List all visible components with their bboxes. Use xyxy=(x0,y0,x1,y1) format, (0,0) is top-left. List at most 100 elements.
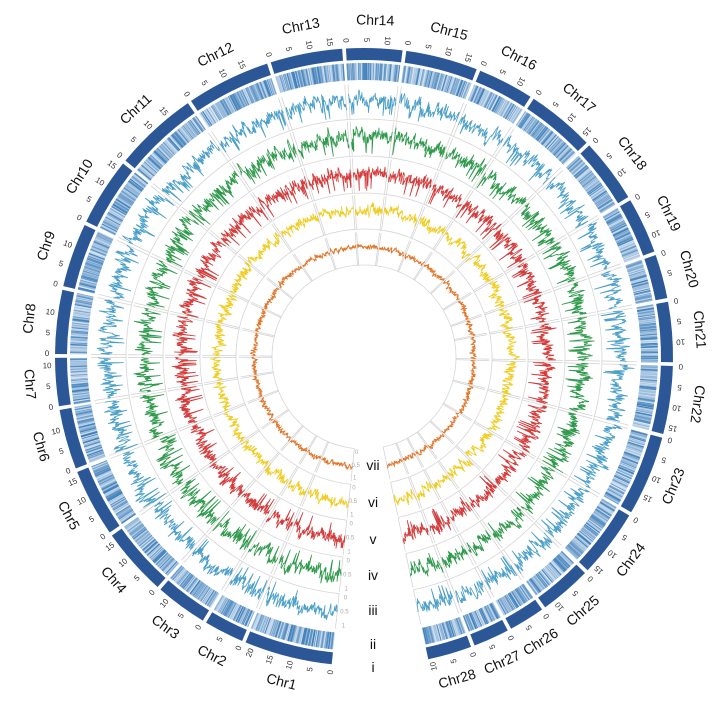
heatmap-band xyxy=(458,616,466,634)
heatmap-band xyxy=(611,480,628,490)
tick-label: 0 xyxy=(678,362,683,371)
heatmap-band xyxy=(544,566,557,580)
chromosome-label: Chr25 xyxy=(563,592,602,629)
chromosome-separator xyxy=(218,285,250,302)
heatmap-band xyxy=(116,506,132,517)
heatmap-band xyxy=(71,323,89,327)
heatmap-band xyxy=(619,244,636,252)
series-line-Chr15 xyxy=(388,168,432,197)
heatmap-band xyxy=(73,397,91,401)
heatmap-band xyxy=(547,137,561,151)
heatmap-band xyxy=(388,64,392,82)
heatmap-band xyxy=(223,98,232,114)
heatmap-band xyxy=(534,124,546,139)
series-line-Chr19 xyxy=(511,262,543,300)
heatmap-band xyxy=(573,164,588,178)
heatmap-band xyxy=(274,76,282,94)
series-line-Chr22 xyxy=(467,359,478,385)
chromosome-separator xyxy=(261,497,281,529)
heatmap-band xyxy=(118,509,134,520)
heatmap-band xyxy=(207,107,218,123)
ideogram-track xyxy=(55,48,673,665)
heatmap-band xyxy=(635,298,653,304)
heatmap-band xyxy=(600,204,616,214)
heatmap-band xyxy=(460,81,468,98)
heatmap-band xyxy=(143,539,157,552)
heatmap-band xyxy=(78,284,96,290)
heatmap-band xyxy=(75,408,93,413)
heatmap-band xyxy=(611,480,628,489)
heatmap-band xyxy=(582,526,597,538)
heatmap-band xyxy=(108,494,124,504)
heatmap-band xyxy=(77,417,95,423)
heatmap-band xyxy=(493,97,503,113)
tick-label: 5 xyxy=(305,666,315,672)
heatmap-band xyxy=(350,63,353,81)
heatmap-band xyxy=(184,576,196,591)
heatmap-band xyxy=(205,108,216,124)
heatmap-band xyxy=(70,333,88,337)
heatmap-band xyxy=(424,70,431,88)
heatmap-band xyxy=(553,557,567,572)
heatmap-band xyxy=(125,518,141,531)
heatmap-band xyxy=(195,115,206,131)
series-line-Chr24 xyxy=(464,431,494,457)
heatmap-band xyxy=(73,310,91,314)
heatmap-band xyxy=(158,555,172,569)
chromosome-separator xyxy=(169,470,199,492)
chromosome-separator xyxy=(131,391,167,398)
chromosome-separator xyxy=(430,270,455,294)
chromosome-separator xyxy=(484,301,517,314)
heatmap-band xyxy=(131,175,147,187)
heatmap-band xyxy=(128,523,144,535)
track-vi: 00.51 xyxy=(201,195,526,519)
series-line-Chr14 xyxy=(348,89,397,116)
heatmap-band xyxy=(550,139,564,154)
heatmap-band xyxy=(458,80,466,98)
heatmap-band xyxy=(578,531,593,543)
chromosome-separator xyxy=(443,293,472,311)
heatmap-band xyxy=(447,76,454,94)
heatmap-band xyxy=(190,118,202,134)
heatmap-band xyxy=(621,248,638,256)
heatmap-band xyxy=(147,157,161,170)
series-line-Chr22 xyxy=(501,360,517,395)
heatmap-band xyxy=(72,318,90,322)
heatmap-band xyxy=(633,290,651,296)
tick-label: 15 xyxy=(580,125,593,138)
heatmap-band xyxy=(640,335,658,339)
heatmap-band xyxy=(569,159,584,173)
heatmap-band xyxy=(591,189,607,200)
heatmap-band xyxy=(576,533,591,546)
heatmap-band xyxy=(638,392,656,397)
heatmap-band xyxy=(483,606,492,623)
heatmap-band xyxy=(590,187,605,198)
chromosome-separator xyxy=(350,448,355,482)
heatmap-band xyxy=(589,185,604,197)
heatmap-band xyxy=(340,63,344,81)
heatmap-band xyxy=(612,227,629,237)
heatmap-band xyxy=(102,483,119,494)
heatmap-band xyxy=(508,592,519,608)
heatmap-band xyxy=(593,192,609,203)
heatmap-band xyxy=(640,373,658,376)
chromosome-separator xyxy=(208,232,237,255)
heatmap-band xyxy=(622,453,640,462)
heatmap-track xyxy=(70,62,659,650)
heatmap-band xyxy=(74,306,92,311)
heatmap-band xyxy=(446,76,453,93)
heatmap-band xyxy=(630,430,648,436)
heatmap-band xyxy=(273,620,280,638)
heatmap-band xyxy=(583,525,598,537)
chromosome-separator xyxy=(482,469,509,495)
heatmap-band xyxy=(504,595,515,611)
ideogram-Chr21 xyxy=(656,301,673,363)
heatmap-band xyxy=(507,593,517,609)
heatmap-band xyxy=(292,625,298,643)
heatmap-band xyxy=(70,342,88,345)
heatmap-band xyxy=(561,150,575,164)
heatmap-band xyxy=(525,118,538,134)
heatmap-band xyxy=(228,95,238,112)
heatmap-band xyxy=(414,67,419,85)
chromosome-separator xyxy=(118,237,151,254)
